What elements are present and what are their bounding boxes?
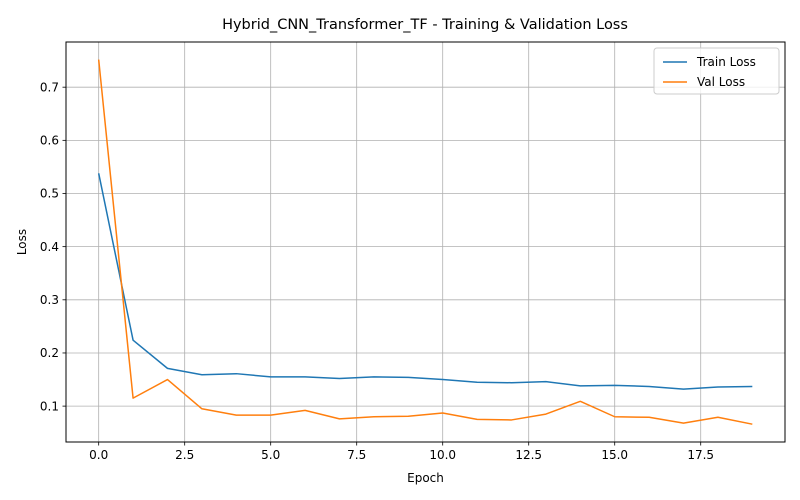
x-tick-label: 12.5: [515, 448, 542, 462]
legend-label: Train Loss: [696, 55, 756, 69]
x-axis-label: Epoch: [407, 471, 444, 485]
y-tick-label: 0.7: [40, 80, 59, 94]
y-tick-label: 0.3: [40, 293, 59, 307]
legend-label: Val Loss: [697, 75, 745, 89]
y-tick-label: 0.6: [40, 134, 59, 148]
x-tick-label: 10.0: [429, 448, 456, 462]
plot-frame: [65, 41, 786, 443]
y-tick-label: 0.2: [40, 346, 59, 360]
chart-title: Hybrid_CNN_Transformer_TF - Training & V…: [222, 17, 628, 33]
ticks: 0.0 2.5 5.0 7.5 10.0 12.5 15.0 17.5 0.1 0.2 0.3 0.4…: [40, 80, 714, 462]
x-tick-label: 17.5: [687, 448, 714, 462]
y-axis-label: Loss: [15, 229, 29, 255]
grid: [66, 42, 785, 442]
legend: Train Loss Val Loss: [653, 47, 780, 95]
y-tick-label: 0.1: [40, 399, 59, 413]
x-tick-label: 7.5: [347, 448, 366, 462]
x-tick-label: 15.0: [601, 448, 628, 462]
y-tick-label: 0.4: [40, 240, 59, 254]
x-tick-label: 0.0: [89, 448, 108, 462]
x-tick-label: 5.0: [261, 448, 280, 462]
x-tick-label: 2.5: [175, 448, 194, 462]
train-loss-line: [97, 173, 753, 390]
val-loss-line: [97, 59, 753, 425]
y-tick-label: 0.5: [40, 187, 59, 201]
series-group: [97, 59, 753, 425]
